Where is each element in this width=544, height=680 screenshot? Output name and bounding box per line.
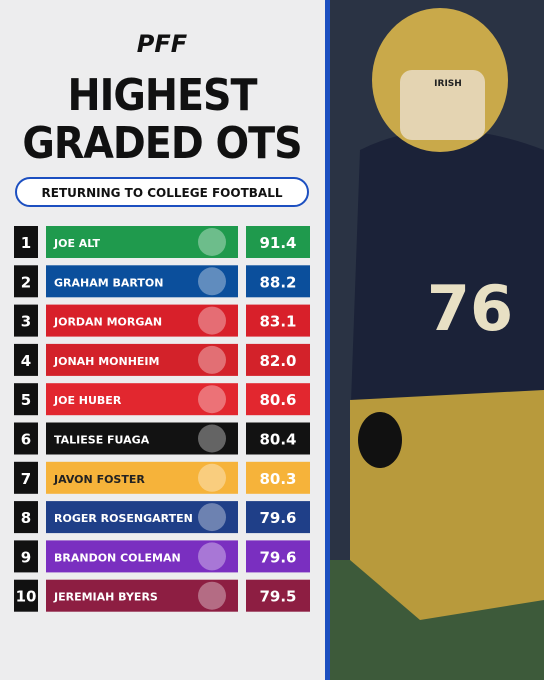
helmet-text: IRISH	[434, 79, 462, 89]
name-bar	[46, 343, 238, 376]
photo: IRISH 76	[330, 0, 544, 680]
player-name: JOE HUBER	[53, 394, 122, 407]
grade: 80.3	[259, 470, 296, 488]
grade-box	[246, 304, 310, 337]
team-logo	[198, 385, 226, 414]
grade: 82.0	[259, 352, 296, 370]
grade-box	[246, 226, 310, 258]
rank-box	[14, 265, 38, 298]
brand: PFF	[137, 30, 188, 58]
player-name: JAVON FOSTER	[53, 473, 145, 486]
rank: 8	[21, 509, 31, 527]
rank-box	[14, 461, 38, 494]
rank-box	[14, 383, 38, 416]
rank-box	[14, 579, 38, 612]
name-bar	[46, 383, 238, 416]
grade-box	[246, 540, 310, 573]
grade-box	[246, 265, 310, 298]
rank: 7	[21, 470, 31, 488]
name-bar	[46, 304, 238, 337]
grade: 80.4	[259, 431, 296, 449]
name-bar	[46, 540, 238, 573]
team-logo	[198, 503, 226, 532]
rank: 2	[21, 273, 31, 291]
player-name: GRAHAM BARTON	[54, 276, 163, 289]
grade: 79.6	[259, 548, 296, 566]
grade-box	[246, 461, 310, 494]
title: HIGHEST	[67, 70, 257, 121]
rank: 3	[21, 313, 31, 331]
player-name: JEREMIAH BYERS	[53, 591, 158, 604]
name-bar	[46, 501, 238, 534]
team-logo	[198, 581, 226, 610]
player-name: JONAH MONHEIM	[53, 355, 159, 368]
team-logo	[198, 306, 226, 335]
divider	[325, 0, 330, 680]
rank: 5	[21, 391, 31, 409]
jersey-number: 76	[427, 272, 513, 345]
rank: 4	[21, 352, 31, 370]
rank-box	[14, 422, 38, 455]
player-name: ROGER ROSENGARTEN	[54, 512, 193, 525]
name-bar	[46, 265, 238, 298]
grade-box	[246, 422, 310, 455]
rank-box	[14, 540, 38, 573]
rank-box	[14, 343, 38, 376]
grade-box	[246, 579, 310, 612]
team-logo	[198, 542, 226, 571]
grade-box	[246, 343, 310, 376]
player-name: BRANDON COLEMAN	[54, 551, 181, 564]
name-bar	[46, 579, 238, 612]
rank-box	[14, 226, 38, 258]
team-logo	[198, 424, 226, 453]
grade: 79.5	[259, 588, 296, 606]
team-logo	[198, 463, 226, 492]
name-bar	[46, 461, 238, 494]
subtitle: RETURNING TO COLLEGE FOOTBALL	[42, 186, 283, 200]
rank: 9	[21, 548, 31, 566]
ranking-list: 1 JOE ALT 91.4 2 GRAHAM BARTON 88.2 3 JORDAN MO…	[14, 226, 310, 612]
team-logo	[198, 228, 226, 256]
rank-box	[14, 501, 38, 534]
player-name: JOE ALT	[53, 237, 100, 250]
rank: 6	[21, 431, 31, 449]
title: GRADED OTS	[22, 118, 301, 169]
grade: 88.2	[259, 273, 296, 291]
rank-box	[14, 304, 38, 337]
subtitle-pill	[15, 177, 309, 207]
grade: 83.1	[259, 313, 296, 331]
team-logo	[198, 345, 226, 374]
player-name: TALIESE FUAGA	[54, 434, 150, 447]
grade-box	[246, 501, 310, 534]
player-name: JORDAN MORGAN	[53, 316, 162, 329]
rank: 1	[21, 234, 31, 252]
name-bar	[46, 226, 238, 258]
team-logo	[198, 267, 226, 296]
grade: 80.6	[259, 391, 296, 409]
name-bar	[46, 422, 238, 455]
grade-box	[246, 383, 310, 416]
rank: 10	[16, 588, 37, 606]
grade: 79.6	[259, 509, 296, 527]
grade: 91.4	[259, 234, 296, 252]
